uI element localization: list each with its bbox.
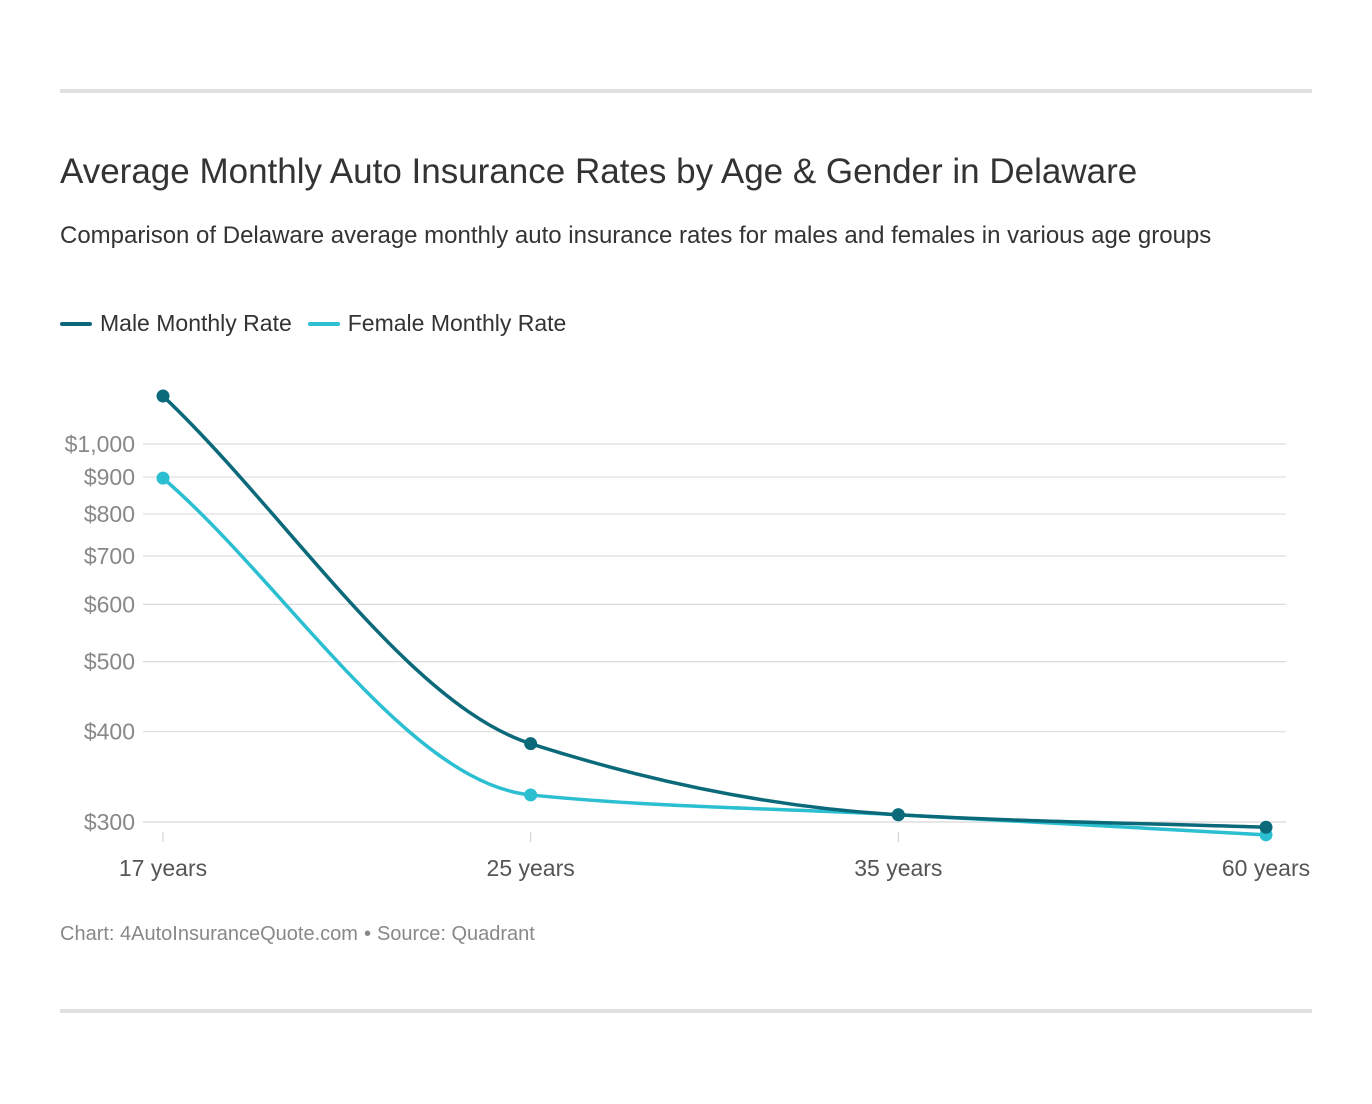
y-tick-label: $1,000 (65, 431, 135, 457)
chart-legend: Male Monthly Rate Female Monthly Rate (60, 310, 582, 337)
data-point-female (156, 471, 170, 485)
x-tick-label: 25 years (487, 855, 575, 881)
y-tick-label: $800 (84, 501, 135, 527)
x-tick-label: 60 years (1222, 855, 1310, 881)
legend-swatch-male (60, 321, 92, 326)
chart-source: Source: Quadrant (376, 923, 535, 945)
y-tick-label: $300 (84, 809, 135, 835)
data-point-male (891, 808, 905, 822)
x-tick-label: 35 years (854, 855, 942, 881)
footer-separator: • (363, 923, 371, 945)
top-divider (60, 89, 1312, 93)
x-tick-label: 17 years (119, 855, 207, 881)
y-tick-label: $700 (84, 543, 135, 569)
y-tick-label: $500 (84, 649, 135, 675)
y-tick-label: $900 (84, 464, 135, 490)
series-line-female (161, 476, 1268, 837)
chart-footer: Chart: 4AutoInsuranceQuote.com • Source: Q… (60, 923, 535, 946)
legend-label-female: Female Monthly Rate (347, 310, 567, 336)
legend-item-male[interactable]: Male Monthly Rate (60, 310, 292, 337)
bottom-divider (60, 1009, 1312, 1013)
y-tick-label: $400 (84, 719, 135, 745)
y-tick-label: $600 (84, 591, 135, 617)
data-point-female (524, 788, 538, 802)
chart-subtitle: Comparison of Delaware average monthly a… (60, 222, 1212, 249)
data-point-male (156, 389, 170, 403)
legend-label-male: Male Monthly Rate (100, 310, 292, 336)
chart-title: Average Monthly Auto Insurance Rates by … (60, 152, 1138, 191)
legend-swatch-female (307, 321, 340, 326)
data-point-male (1259, 820, 1273, 834)
legend-item-female[interactable]: Female Monthly Rate (307, 310, 567, 337)
chart-credit: Chart: 4AutoInsuranceQuote.com (60, 923, 358, 945)
data-point-male (524, 737, 538, 751)
series-line-male (161, 394, 1268, 830)
